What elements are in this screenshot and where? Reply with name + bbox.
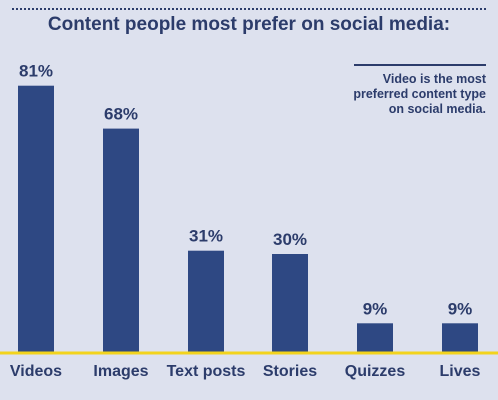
category-label-3: Stories <box>263 363 317 380</box>
bar-0 <box>18 85 54 353</box>
bar-1 <box>103 128 139 353</box>
bar-3 <box>272 254 308 353</box>
bar-4 <box>357 323 393 353</box>
data-label-5: 9% <box>448 299 473 318</box>
category-label-4: Quizzes <box>345 363 406 380</box>
category-label-1: Images <box>93 363 148 380</box>
data-label-1: 68% <box>104 105 138 124</box>
bar-2 <box>188 250 224 353</box>
bar-5 <box>442 323 478 353</box>
data-label-4: 9% <box>363 299 388 318</box>
category-label-0: Videos <box>10 363 62 380</box>
chart-title: Content people most prefer on social med… <box>47 14 451 35</box>
note-rule <box>354 64 486 66</box>
category-label-5: Lives <box>440 363 481 380</box>
annotation-note: Video is the most preferred content type… <box>353 72 486 116</box>
data-label-2: 31% <box>189 227 223 246</box>
top-dotted-rule <box>12 8 486 10</box>
category-label-2: Text posts <box>167 363 246 380</box>
data-label-0: 81% <box>19 62 53 81</box>
data-label-3: 30% <box>273 230 307 249</box>
